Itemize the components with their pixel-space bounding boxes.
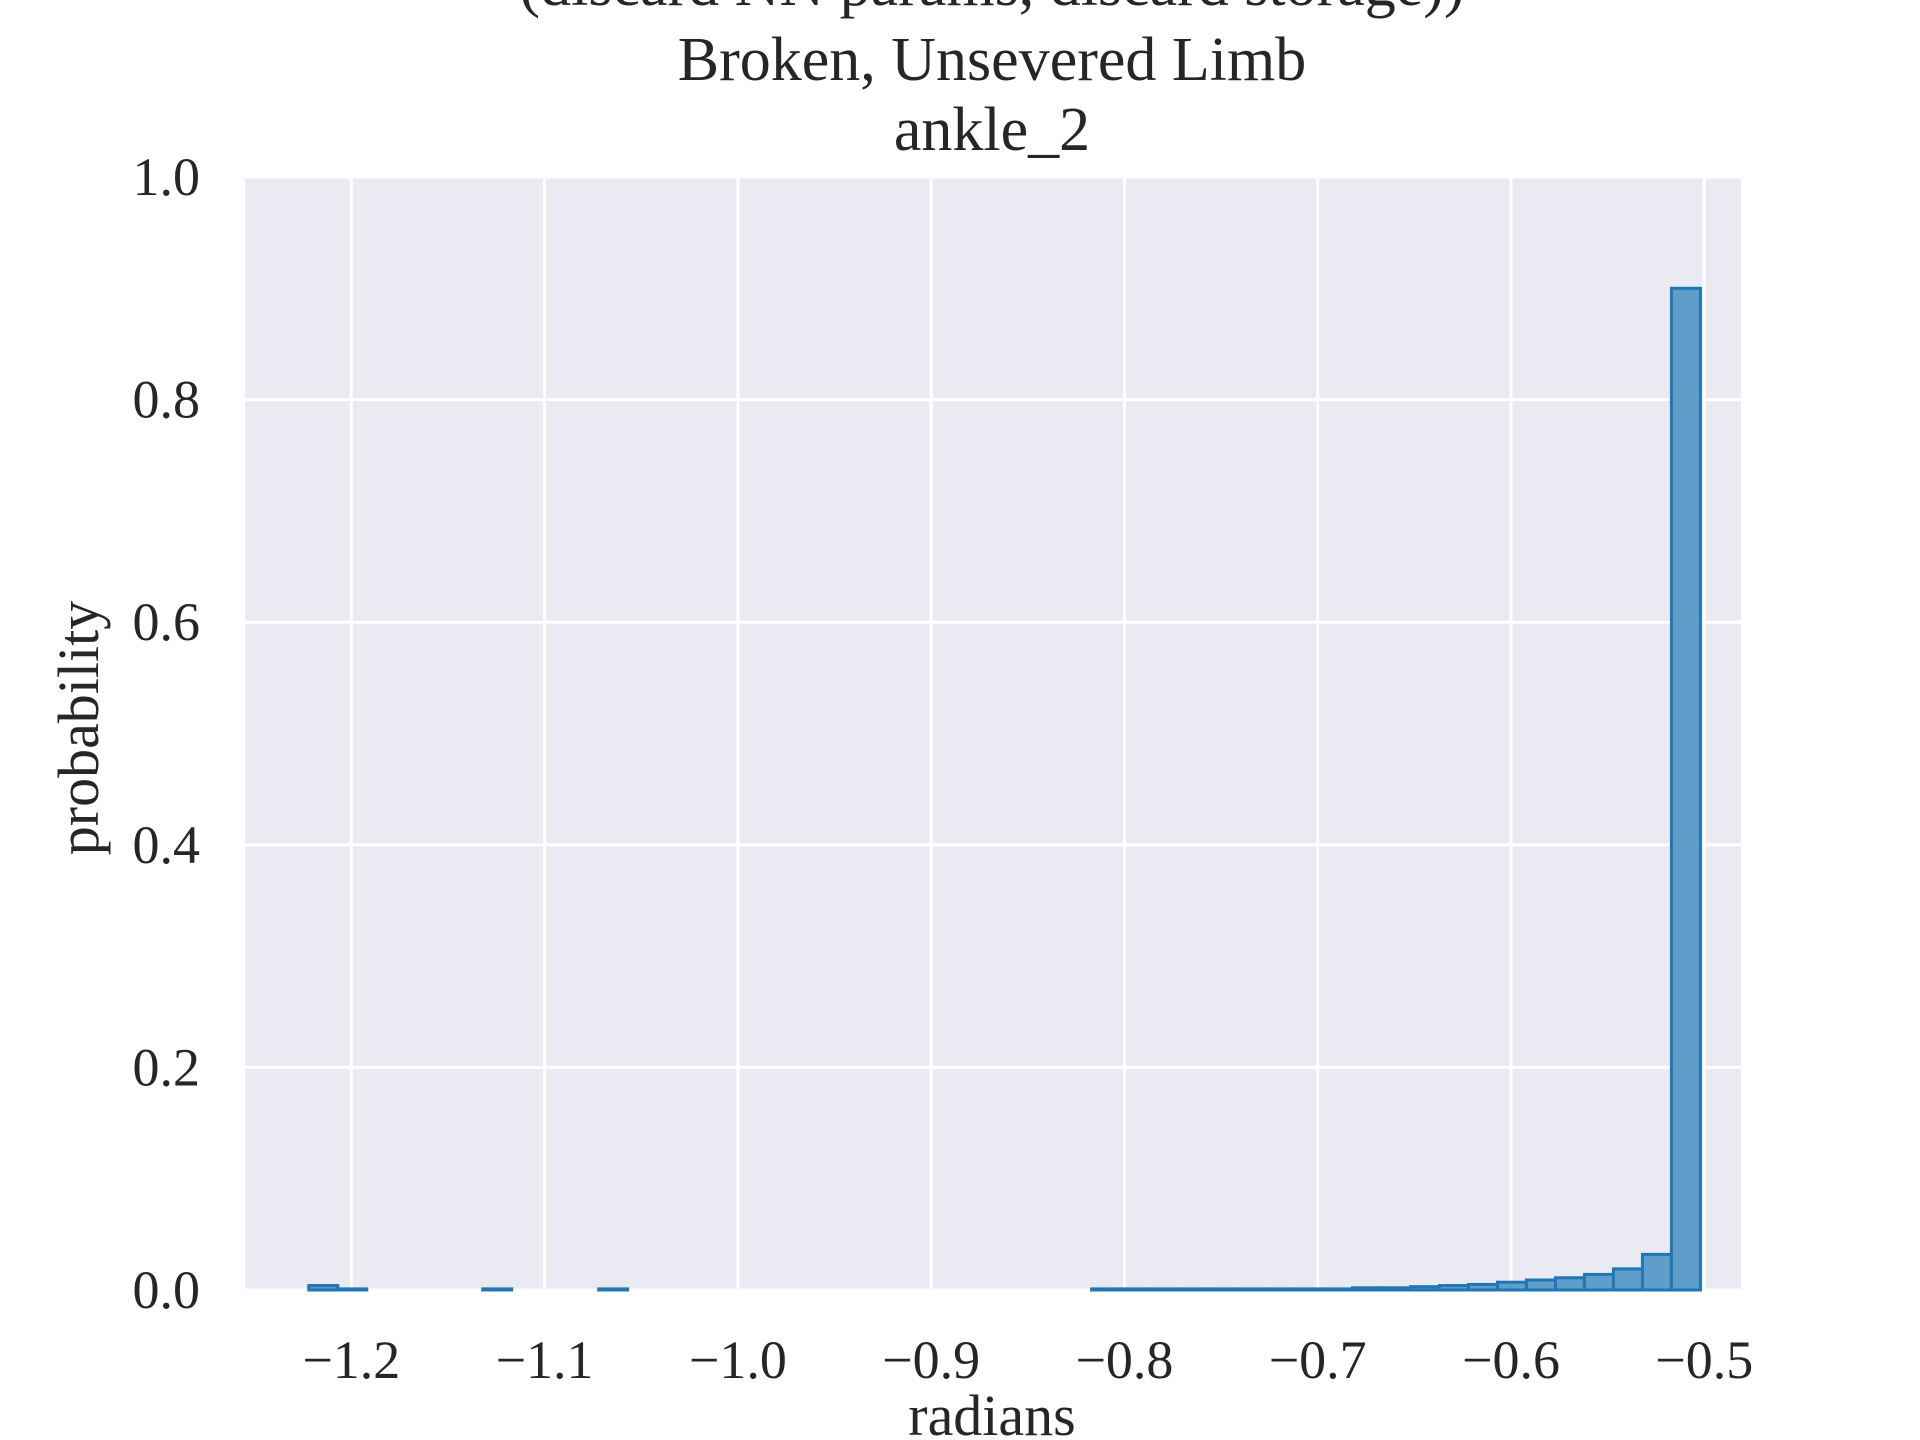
histogram-bar [1640,1252,1673,1292]
y-tick-label: 0.0 [133,1260,201,1320]
histogram-bar [1293,1287,1326,1292]
histogram-bar [1148,1287,1181,1292]
histogram-bars [307,286,1702,1292]
histogram-bar [1206,1287,1239,1292]
histogram-bar [1177,1287,1210,1292]
x-tick-label: −0.7 [1269,1330,1367,1390]
y-tick-label: 0.6 [133,592,201,652]
histogram-bar [1582,1272,1615,1292]
histogram-bar [1322,1287,1355,1292]
x-tick-labels: −1.2 −1.1 −1.0 −0.9 −0.8 −0.7 −0.6 −0.5 [302,1330,1753,1390]
histogram-bar [1235,1287,1268,1292]
histogram-bar [1379,1286,1412,1292]
grid-lines [245,175,1741,1292]
histogram-bar [307,1284,340,1292]
x-axis-label: radians [908,1383,1076,1440]
x-tick-label: −1.1 [496,1330,594,1390]
y-tick-label: 0.8 [133,370,201,430]
histogram-bar [1495,1280,1528,1292]
x-tick-label: −0.9 [882,1330,980,1390]
histogram-bar [1553,1276,1586,1292]
y-tick-label: 1.0 [133,147,201,207]
x-tick-label: −1.2 [302,1330,400,1390]
y-tick-labels: 0.0 0.2 0.4 0.6 0.8 1.0 [133,147,201,1320]
histogram-bar [1090,1287,1123,1292]
histogram-bar [1611,1267,1644,1292]
histogram-bar [1119,1287,1152,1292]
histogram-bar [481,1287,514,1292]
histogram-bar [1351,1286,1383,1292]
histogram-bar [1264,1287,1297,1292]
chart-title-line-1: (discard NN params, discard storage)) [519,0,1464,19]
histogram-bar [1437,1284,1470,1292]
histogram-bar [1408,1285,1441,1292]
histogram-bar [336,1287,369,1292]
chart-title-line-3: ankle_2 [894,96,1090,164]
plot-area [245,177,1741,1290]
y-axis-label: probability [46,601,111,856]
chart-title: (discard NN params, discard storage)) Br… [519,0,1464,164]
x-tick-label: −0.5 [1655,1330,1753,1390]
y-tick-label: 0.4 [133,815,201,875]
y-tick-label: 0.2 [133,1037,201,1097]
histogram-bar [597,1287,630,1292]
chart-title-line-2: Broken, Unsevered Limb [678,26,1306,94]
x-tick-label: −0.6 [1462,1330,1560,1390]
histogram-bar [1669,286,1702,1292]
x-tick-label: −1.0 [689,1330,787,1390]
x-tick-label: −0.8 [1075,1330,1173,1390]
histogram-bar [1524,1278,1557,1292]
histogram-bar [1466,1282,1499,1292]
